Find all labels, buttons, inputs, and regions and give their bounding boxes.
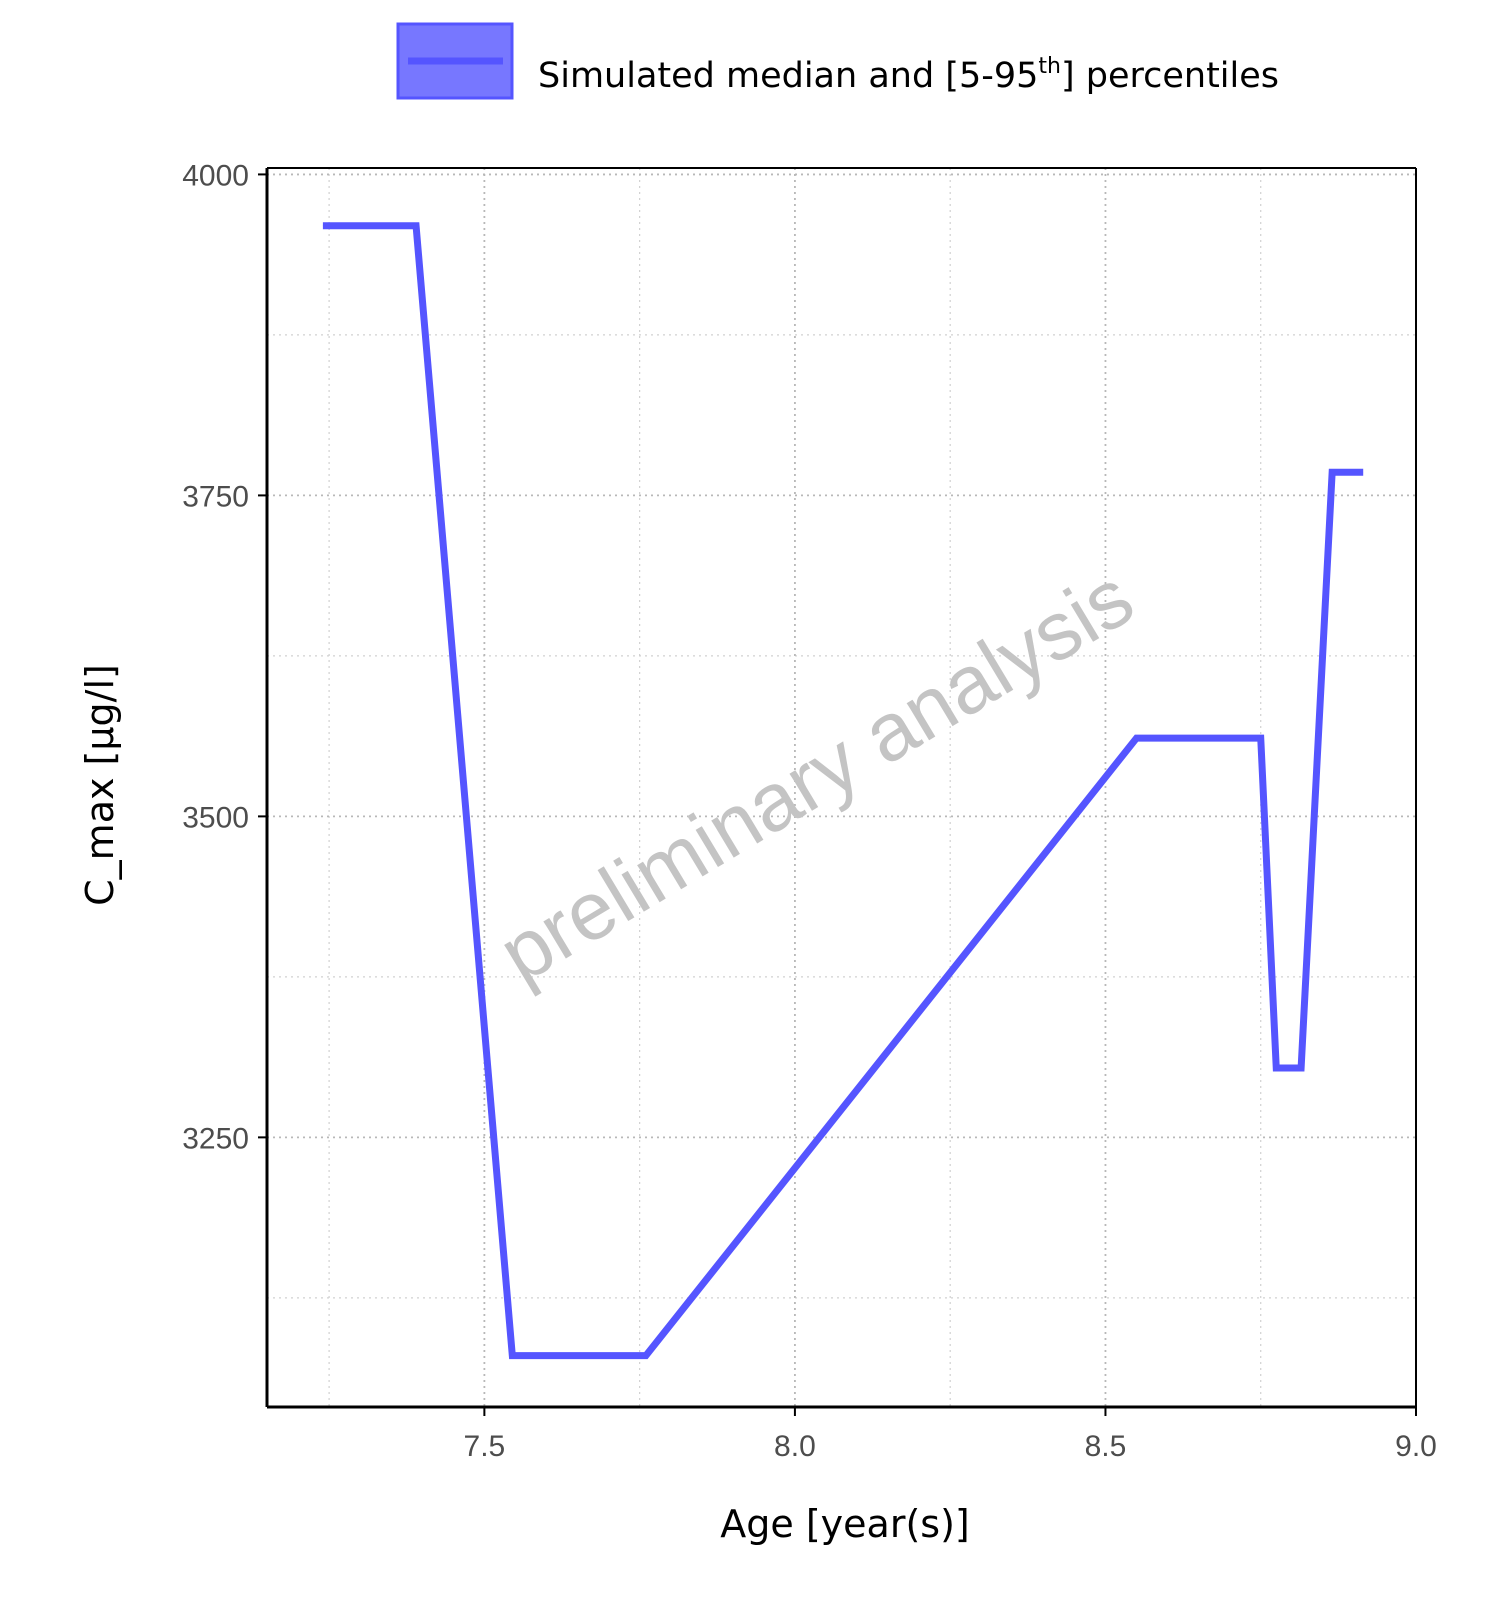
x-tick-label: 9.0 [1395, 1430, 1437, 1463]
y-tick-label: 4000 [182, 159, 249, 192]
y-tick-label: 3250 [182, 1122, 249, 1155]
median-line [322, 222, 1364, 1360]
legend-label-end: ] percentiles [1061, 56, 1279, 96]
x-tick-label: 8.0 [774, 1430, 816, 1463]
x-axis-title: Age [year(s)] [720, 1502, 969, 1546]
y-axis-title: C_max [µg/l] [78, 664, 122, 906]
tick-labels: 7.5 8.0 8.5 9.0 3250 3500 3750 4000 [182, 159, 1437, 1463]
legend-label-sup: th [1038, 54, 1061, 79]
legend-label: Simulated median and [5-95th] percentile… [538, 54, 1279, 96]
y-tick-label: 3500 [182, 801, 249, 834]
watermark: preliminary analysis [484, 552, 1148, 1001]
axes [258, 167, 1417, 1416]
series-layer [322, 222, 1364, 1360]
x-tick-label: 7.5 [464, 1430, 506, 1463]
legend-label-main: Simulated median and [5-95 [538, 56, 1038, 96]
legend: Simulated median and [5-95th] percentile… [396, 22, 1279, 100]
x-tick-label: 8.5 [1085, 1430, 1127, 1463]
y-tick-label: 3750 [182, 480, 249, 513]
